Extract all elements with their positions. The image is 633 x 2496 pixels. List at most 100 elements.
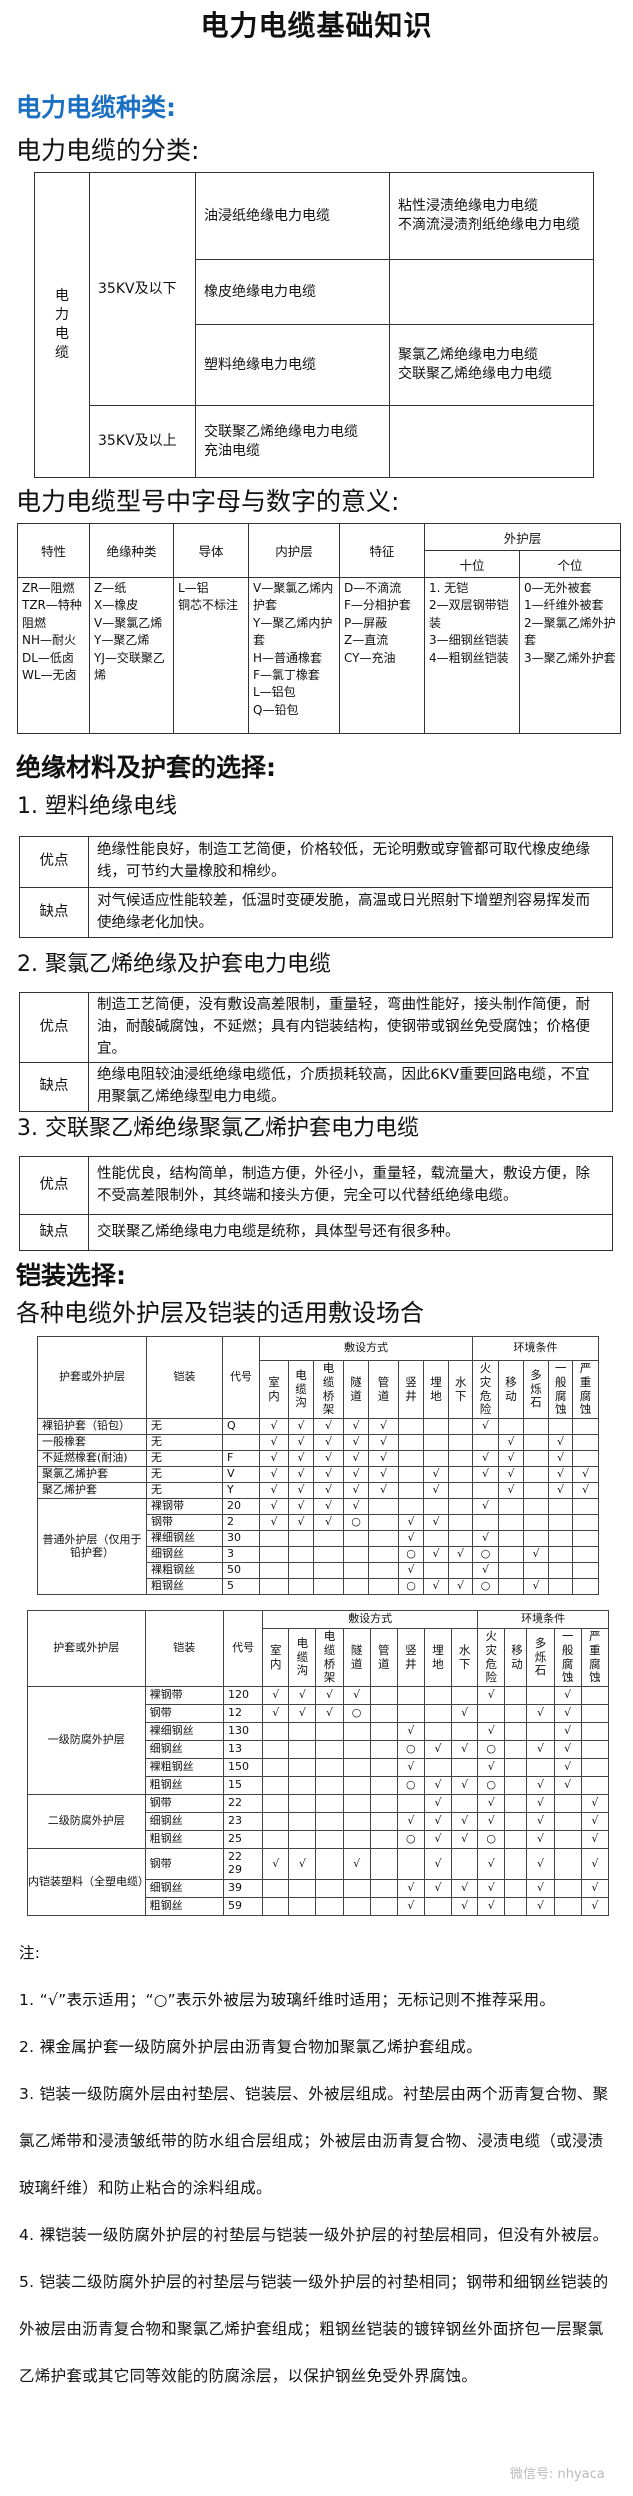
code-cell: 39 [222, 1879, 264, 1898]
code-cell: 30 [222, 1530, 260, 1547]
empty-cell [368, 1562, 399, 1579]
empty-cell [369, 1897, 398, 1916]
classification-table: 电力电缆 35KV及以下 油浸纸绝缘电力电缆 粘性浸渍绝缘电力电缆 不滴流浸渍剂纸绝缘电… [34, 172, 594, 478]
check-mark: √ [262, 1704, 290, 1723]
empty-cell [548, 1562, 573, 1579]
check-mark: √ [342, 1848, 371, 1880]
check-mark: √ [548, 1482, 573, 1499]
armor-cell: 裸细钢丝 [146, 1530, 223, 1547]
pros-text: 性能优良，结构简单，制造方便，外径小，重量轻，载流量大，敷设方便，除不受高差限制… [88, 1156, 613, 1215]
list-item: F—氯丁橡套 [253, 667, 320, 682]
check-mark: √ [580, 1879, 610, 1898]
code-cell: V [222, 1466, 260, 1483]
empty-cell [451, 1848, 479, 1880]
subtype-label: 聚氯乙烯绝缘电力电缆 [398, 347, 538, 364]
table-row: 细钢丝 13 ○ √ √ ○ √ √ [28, 1740, 610, 1759]
check-mark: √ [288, 1466, 314, 1483]
empty-cell [448, 1530, 473, 1547]
laying-col-header: 电缆桥架 [313, 1360, 344, 1419]
check-mark: √ [313, 1466, 344, 1483]
body-cell: ZR—阻燃 TZR—特种阻燃 NH—耐火 DL—低卤 WL—无卤 [17, 577, 90, 734]
empty-cell [423, 1562, 449, 1579]
empty-cell [288, 1897, 317, 1916]
model-meaning-table: 特性 绝缘种类 导体 内护层 特征 外护层 十位 个位 ZR—阻燃 TZR—特种阻燃 NH—耐火 DL… [17, 523, 622, 734]
header-cell: 导体 [173, 523, 249, 578]
empty-cell [343, 1546, 369, 1563]
armor-cell: 裸粗钢丝 [144, 1758, 224, 1777]
check-mark: √ [477, 1794, 506, 1813]
check-mark: √ [423, 1546, 449, 1563]
empty-cell [448, 1482, 473, 1499]
outer-cell: 裸铅护套（铅包） [37, 1418, 147, 1435]
check-mark: √ [572, 1482, 599, 1499]
check-mark: √ [448, 1578, 473, 1595]
check-mark: √ [313, 1450, 344, 1467]
empty-cell [448, 1466, 473, 1483]
check-mark: √ [259, 1498, 289, 1515]
cons-label: 缺点 [19, 1062, 89, 1112]
code-cell: Y [222, 1482, 260, 1499]
empty-cell [423, 1450, 449, 1467]
table-row: 钢带 12 √ √ √ ○ √ √ √ [28, 1704, 610, 1723]
empty-cell [262, 1794, 290, 1813]
check-mark: √ [259, 1482, 289, 1499]
check-mark: √ [523, 1546, 549, 1563]
table-row: 一级防腐外护层 裸钢带 120 √ √ √ √ √ √ [27, 1686, 610, 1795]
empty-cell [498, 1498, 524, 1515]
check-mark: √ [396, 1879, 425, 1898]
code-cell: 12 [222, 1704, 264, 1723]
armor-cell: 粗钢丝 [144, 1897, 224, 1916]
body-cell: D—不滴流 F—分相护套 P—屏蔽 Z—直流 CY—充油 [339, 577, 425, 734]
empty-cell [262, 1879, 290, 1898]
empty-cell [553, 1879, 582, 1898]
watermark: 微信号: nhyaca [510, 2467, 605, 2482]
check-mark: √ [343, 1450, 369, 1467]
check-mark: √ [580, 1794, 610, 1813]
empty-cell [288, 1530, 314, 1547]
empty-cell [342, 1758, 371, 1777]
armor-header: 铠装 [146, 1336, 223, 1419]
notes-label: 注: [19, 1944, 41, 1962]
empty-cell [423, 1498, 449, 1515]
empty-cell [398, 1498, 424, 1515]
code-cell: 20 [222, 1498, 260, 1515]
check-mark: √ [342, 1686, 371, 1705]
empty-cell [504, 1740, 528, 1759]
sub-header-cell: 个位 [518, 550, 622, 578]
empty-cell [288, 1740, 317, 1759]
empty-cell [572, 1578, 599, 1595]
table-row: 内铠装塑料（全塑电缆） 钢带 22 29 √ √ √ √ √ √ √ [27, 1848, 610, 1916]
check-mark: √ [472, 1498, 499, 1515]
armor-cell: 细钢丝 [144, 1879, 224, 1898]
header-cell: 绝缘种类 [89, 523, 174, 578]
check-mark: √ [548, 1450, 573, 1467]
laying-col-header: 水下 [451, 1628, 479, 1687]
table-row: 不延燃橡套(耐油) 无 F √ √ √ √ √ √ √ √ [37, 1450, 599, 1467]
code-cell: 150 [222, 1758, 264, 1777]
list-item: V—聚氯乙烯内护套 [253, 581, 334, 613]
header-cell: 特征 [339, 523, 425, 578]
check-mark: √ [477, 1812, 506, 1831]
check-mark: √ [368, 1466, 399, 1483]
code-cell: 15 [222, 1776, 264, 1795]
empty-cell [504, 1812, 528, 1831]
classification-heading: 电力电缆的分类: [16, 136, 200, 165]
laying-col-header: 电缆沟 [288, 1360, 314, 1419]
empty-cell [368, 1498, 399, 1515]
list-item: H—普通橡套 [253, 650, 323, 665]
list-item: 1—纤维外被套 [524, 598, 604, 613]
check-mark: √ [523, 1578, 549, 1595]
sub-heading: 3. 交联聚乙烯绝缘聚氯乙烯护套电力电缆 [17, 1116, 419, 1141]
empty-cell [398, 1418, 424, 1435]
empty-cell [504, 1776, 528, 1795]
check-mark: √ [262, 1686, 290, 1705]
empty-cell [259, 1546, 289, 1563]
empty-cell [369, 1812, 398, 1831]
laying-col-header: 管道 [368, 1360, 399, 1419]
check-mark: √ [368, 1418, 399, 1435]
pros-label: 优点 [19, 991, 89, 1064]
empty-cell [262, 1740, 290, 1759]
laying-col-header: 电缆桥架 [315, 1628, 344, 1687]
empty-cell [423, 1897, 453, 1916]
empty-cell [288, 1830, 317, 1849]
